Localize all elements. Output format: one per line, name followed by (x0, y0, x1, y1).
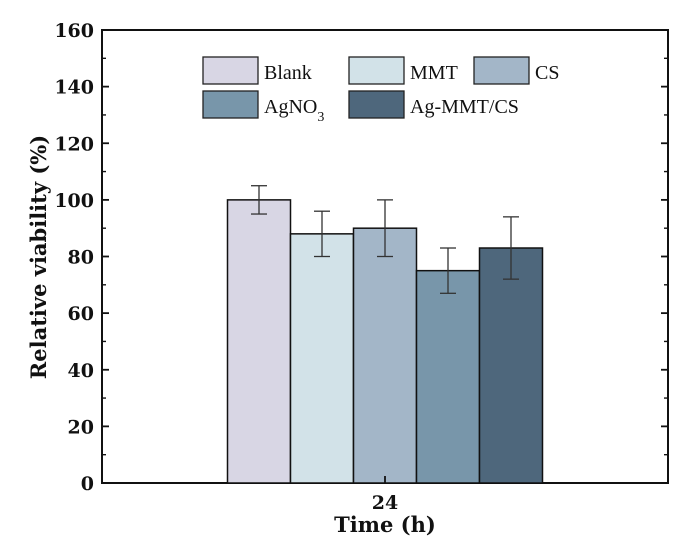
y-tick-label: 100 (54, 190, 94, 212)
y-tick-label: 80 (68, 247, 94, 269)
legend-swatch-ag-mmt-cs (348, 90, 405, 119)
y-tick-label: 40 (68, 360, 94, 382)
bar-cs (352, 227, 418, 484)
legend-label-mmt: MMT (410, 62, 458, 84)
y-axis-label: Relative viability (%) (26, 135, 51, 379)
y-tick-label: 60 (68, 303, 94, 325)
y-tick-label: 120 (54, 133, 94, 155)
legend-swatch-agno3 (202, 90, 259, 119)
x-axis-label: Time (h) (334, 512, 436, 537)
bar-blank (226, 199, 292, 484)
legend-label-agno3: AgNO3 (264, 96, 324, 125)
bar-mmt (289, 233, 355, 484)
y-tick-label: 0 (81, 473, 94, 495)
legend-label-ag-mmt-cs: Ag-MMT/CS (410, 96, 519, 118)
legend-label-cs: CS (535, 62, 559, 84)
legend-swatch-blank (202, 56, 259, 85)
y-tick-label: 140 (54, 77, 94, 99)
y-tick-label: 20 (68, 416, 94, 438)
x-tick-label: 24 (372, 492, 398, 514)
bar-ag-mmt-cs (478, 247, 544, 484)
legend-label-blank: Blank (264, 62, 312, 84)
legend-swatch-cs (473, 56, 530, 85)
y-tick-label: 160 (54, 20, 94, 42)
legend-swatch-mmt (348, 56, 405, 85)
bar-agno3 (415, 269, 481, 484)
